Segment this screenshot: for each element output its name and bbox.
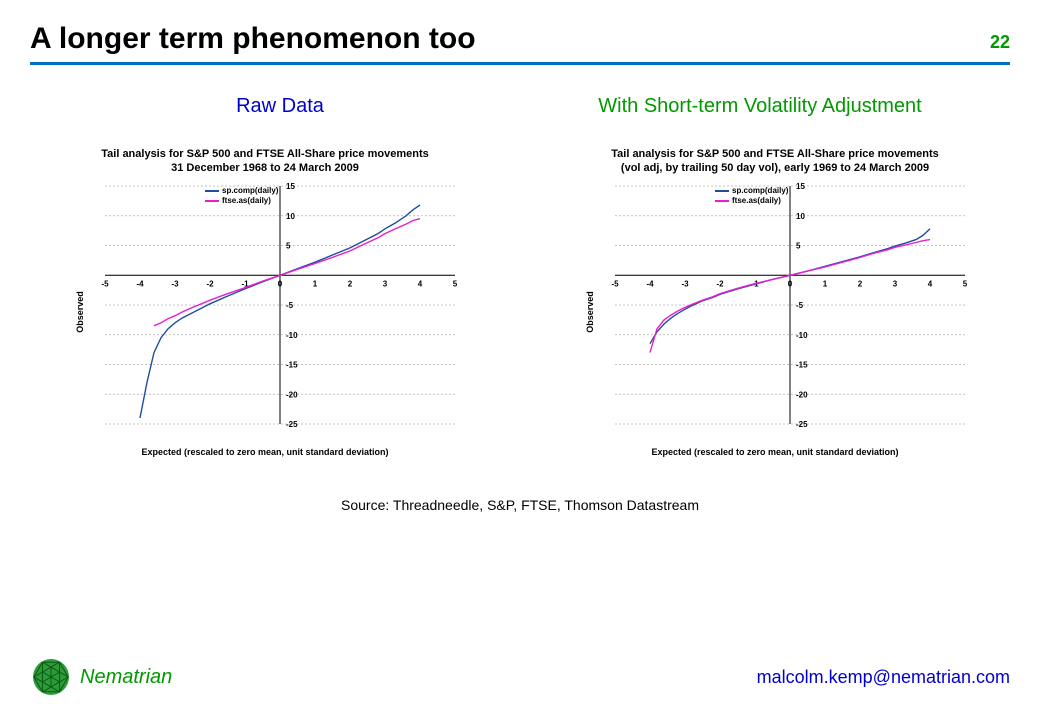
- chart-right-ylabel: Observed: [585, 291, 595, 333]
- chart-right-title-line2: (vol adj, by trailing 50 day vol), early…: [621, 162, 929, 174]
- page-number: 22: [990, 32, 1010, 53]
- legend-swatch: [205, 190, 219, 192]
- chart-left-title: Tail analysis for S&P 500 and FTSE All-S…: [81, 148, 448, 180]
- brand: Nematrian: [30, 656, 172, 698]
- svg-text:5: 5: [963, 279, 968, 288]
- chart-right-svg: -5-4-3-2-1012345-25-20-15-10-551015: [575, 180, 975, 440]
- svg-text:-25: -25: [286, 420, 298, 429]
- footer: Nematrian malcolm.kemp@nematrian.com: [30, 656, 1010, 698]
- svg-text:-10: -10: [286, 330, 298, 339]
- legend-label: ftse.as(daily): [732, 196, 781, 206]
- svg-text:2: 2: [348, 279, 353, 288]
- legend-item: sp.comp(daily): [205, 186, 278, 196]
- svg-text:-15: -15: [286, 360, 298, 369]
- svg-text:-20: -20: [286, 390, 298, 399]
- chart-left-title-line1: Tail analysis for S&P 500 and FTSE All-S…: [101, 148, 428, 160]
- chart-left-svg: -5-4-3-2-1012345-25-20-15-10-551015: [65, 180, 465, 440]
- legend-swatch: [205, 200, 219, 202]
- svg-text:-4: -4: [136, 279, 144, 288]
- svg-text:5: 5: [796, 241, 801, 250]
- source-text: Source: Threadneedle, S&P, FTSE, Thomson…: [0, 497, 1040, 513]
- svg-text:1: 1: [823, 279, 828, 288]
- subtitles-row: Raw Data With Short-term Volatility Adju…: [40, 95, 1000, 118]
- chart-left-title-line2: 31 December 1968 to 24 March 2009: [171, 162, 359, 174]
- svg-text:-4: -4: [646, 279, 654, 288]
- legend-label: sp.comp(daily): [222, 186, 278, 196]
- page-title: A longer term phenomenon too: [30, 22, 476, 56]
- svg-text:15: 15: [286, 182, 295, 191]
- svg-text:3: 3: [893, 279, 898, 288]
- legend-item: sp.comp(daily): [715, 186, 788, 196]
- legend-label: ftse.as(daily): [222, 196, 271, 206]
- svg-text:3: 3: [383, 279, 388, 288]
- svg-text:10: 10: [286, 211, 295, 220]
- svg-text:-20: -20: [796, 390, 808, 399]
- legend-swatch: [715, 200, 729, 202]
- svg-text:0: 0: [278, 279, 283, 288]
- svg-text:5: 5: [286, 241, 291, 250]
- chart-right-area: Observed -5-4-3-2-1012345-25-20-15-10-55…: [575, 180, 975, 445]
- chart-right-title-line1: Tail analysis for S&P 500 and FTSE All-S…: [611, 148, 938, 160]
- svg-text:-3: -3: [171, 279, 179, 288]
- svg-text:0: 0: [788, 279, 793, 288]
- chart-right-panel: Tail analysis for S&P 500 and FTSE All-S…: [530, 148, 1020, 457]
- svg-text:-25: -25: [796, 420, 808, 429]
- svg-text:-5: -5: [101, 279, 109, 288]
- legend-swatch: [715, 190, 729, 192]
- svg-text:-5: -5: [286, 301, 294, 310]
- chart-left-area: Observed -5-4-3-2-1012345-25-20-15-10-55…: [65, 180, 465, 445]
- contact-email: malcolm.kemp@nematrian.com: [757, 667, 1010, 688]
- svg-text:-2: -2: [206, 279, 214, 288]
- legend-item: ftse.as(daily): [205, 196, 278, 206]
- svg-text:15: 15: [796, 182, 805, 191]
- charts-row: Tail analysis for S&P 500 and FTSE All-S…: [20, 148, 1020, 457]
- chart-right-title: Tail analysis for S&P 500 and FTSE All-S…: [591, 148, 958, 180]
- svg-text:4: 4: [418, 279, 423, 288]
- svg-text:2: 2: [858, 279, 863, 288]
- header-rule: [30, 62, 1010, 65]
- svg-text:5: 5: [453, 279, 458, 288]
- subtitle-right: With Short-term Volatility Adjustment: [520, 95, 1000, 118]
- logo-icon: [30, 656, 72, 698]
- chart-left-ylabel: Observed: [75, 291, 85, 333]
- svg-text:10: 10: [796, 211, 805, 220]
- brand-text: Nematrian: [80, 666, 172, 689]
- header: A longer term phenomenon too 22: [0, 0, 1040, 62]
- svg-text:-15: -15: [796, 360, 808, 369]
- svg-text:-5: -5: [796, 301, 804, 310]
- svg-text:-3: -3: [681, 279, 689, 288]
- legend-item: ftse.as(daily): [715, 196, 788, 206]
- chart-left-panel: Tail analysis for S&P 500 and FTSE All-S…: [20, 148, 510, 457]
- chart-left-legend: sp.comp(daily) ftse.as(daily): [205, 186, 278, 207]
- slide: A longer term phenomenon too 22 Raw Data…: [0, 0, 1040, 720]
- svg-text:-10: -10: [796, 330, 808, 339]
- svg-text:4: 4: [928, 279, 933, 288]
- svg-text:1: 1: [313, 279, 318, 288]
- chart-right-legend: sp.comp(daily) ftse.as(daily): [715, 186, 788, 207]
- chart-right-xlabel: Expected (rescaled to zero mean, unit st…: [651, 447, 898, 457]
- legend-label: sp.comp(daily): [732, 186, 788, 196]
- subtitle-left: Raw Data: [40, 95, 520, 118]
- svg-text:-2: -2: [716, 279, 724, 288]
- chart-left-xlabel: Expected (rescaled to zero mean, unit st…: [141, 447, 388, 457]
- svg-text:-5: -5: [611, 279, 619, 288]
